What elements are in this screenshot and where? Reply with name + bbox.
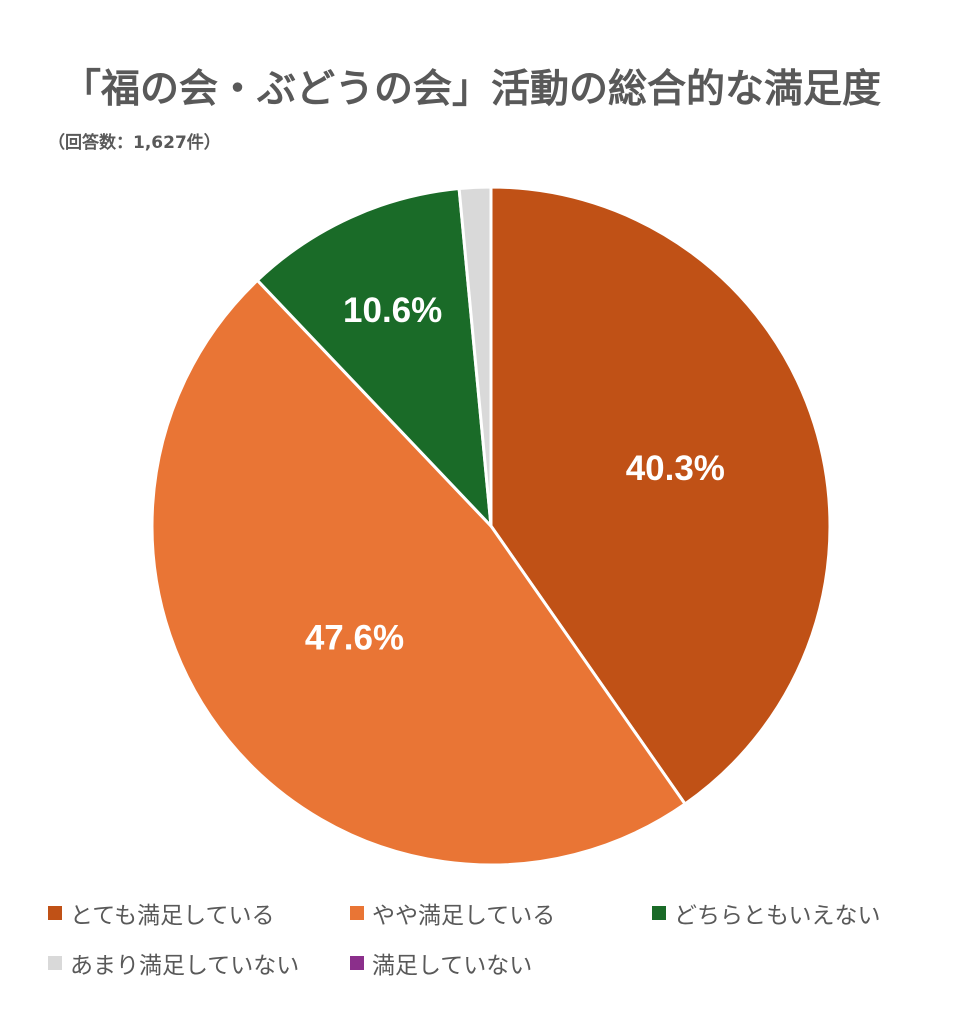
legend-swatch	[48, 956, 62, 970]
slice-value-label: 40.3%	[626, 449, 725, 488]
pie-slice	[457, 185, 493, 528]
legend-swatch	[350, 956, 364, 970]
legend-label: どちらともいえない	[674, 903, 881, 929]
legend-item-not-satisfied: 満足していない	[350, 946, 532, 980]
legend-swatch	[48, 906, 62, 920]
legend-item-not-very-satisfied: あまり満足していない	[48, 946, 299, 980]
legend-label: やや満足している	[372, 903, 556, 929]
chart-subtitle: （回答数：1,627件）	[48, 133, 221, 153]
legend-item-neutral: どちらともいえない	[652, 896, 881, 930]
legend-label: 満足していない	[372, 953, 533, 979]
pie-slice	[255, 187, 493, 528]
chart-title: 「福の会・ぶどうの会」活動の総合的な満足度	[62, 67, 882, 112]
pie-slice	[150, 278, 687, 867]
slice-value-label: 47.6%	[305, 619, 404, 658]
legend-swatch	[652, 906, 666, 920]
legend-label: とても満足している	[70, 903, 275, 929]
legend-item-very-satisfied: とても満足している	[48, 896, 274, 930]
pie-slice	[489, 185, 832, 806]
legend-item-somewhat-satisfied: やや満足している	[350, 896, 555, 930]
slice-value-label: 10.6%	[343, 291, 442, 330]
legend-label: あまり満足していない	[70, 953, 300, 979]
legend-swatch	[350, 906, 364, 920]
